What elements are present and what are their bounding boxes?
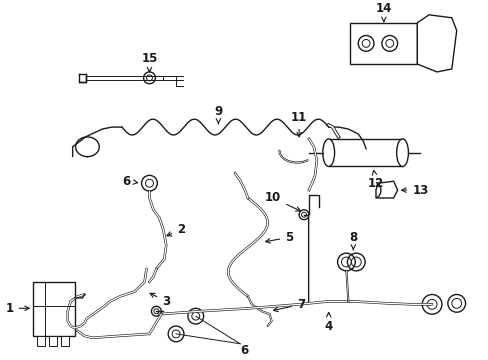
- Text: 2: 2: [166, 223, 184, 236]
- Text: 6: 6: [122, 175, 137, 188]
- Ellipse shape: [396, 139, 407, 166]
- Text: 14: 14: [375, 3, 391, 22]
- Bar: [33, 282, 75, 336]
- Text: 9: 9: [214, 105, 222, 123]
- Ellipse shape: [322, 139, 334, 166]
- Polygon shape: [375, 181, 397, 198]
- Bar: [49, 336, 57, 346]
- Text: 1: 1: [5, 302, 29, 315]
- Text: 5: 5: [265, 231, 293, 244]
- Text: 8: 8: [348, 231, 357, 249]
- Text: 3: 3: [150, 293, 170, 308]
- Bar: [61, 336, 69, 346]
- Text: 12: 12: [367, 170, 383, 190]
- Text: 6: 6: [240, 344, 248, 357]
- Text: 13: 13: [401, 184, 428, 197]
- Bar: [37, 336, 45, 346]
- Text: 10: 10: [264, 192, 300, 211]
- Text: 7: 7: [273, 298, 305, 312]
- Text: 11: 11: [290, 111, 306, 137]
- Bar: [349, 23, 416, 64]
- Polygon shape: [416, 15, 456, 72]
- Text: 4: 4: [324, 312, 332, 333]
- Text: 15: 15: [141, 51, 157, 72]
- Bar: [328, 139, 402, 166]
